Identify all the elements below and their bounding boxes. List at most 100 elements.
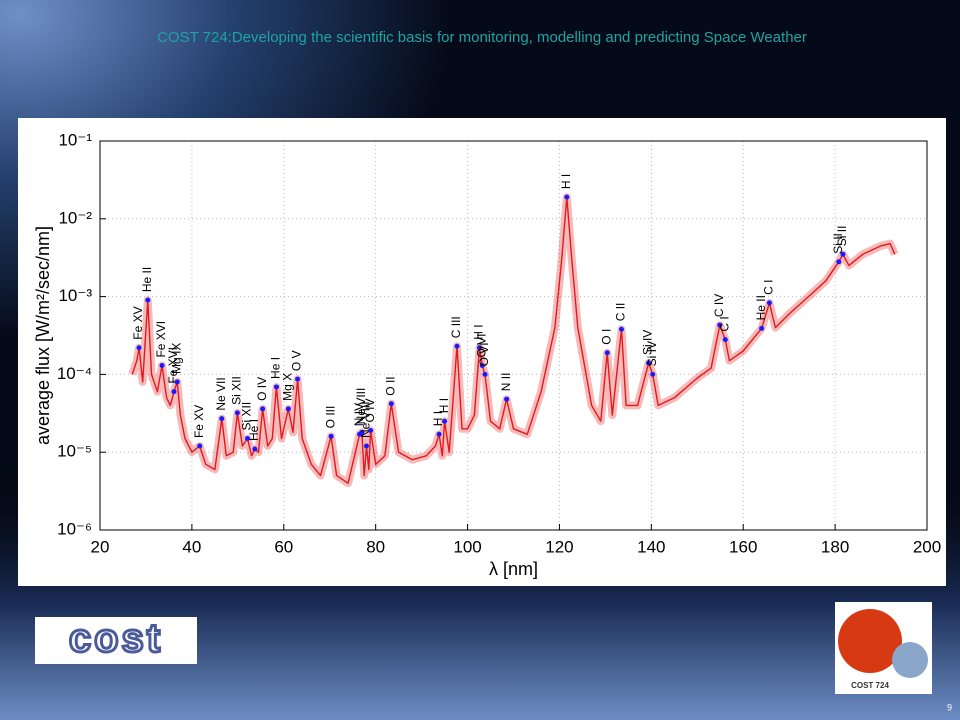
line-marker <box>244 436 250 442</box>
line-label: Si II <box>835 226 849 247</box>
x-tick-label: 80 <box>366 537 385 556</box>
line-label: Fe XVI <box>154 321 168 358</box>
line-marker <box>504 396 510 402</box>
line-marker <box>722 337 728 343</box>
line-marker <box>646 360 652 366</box>
line-marker <box>477 345 483 351</box>
line-marker <box>234 410 240 416</box>
line-marker <box>197 443 203 449</box>
line-label: Mg X <box>281 373 295 401</box>
cost-logo: cost <box>69 617 163 661</box>
x-tick-label: 20 <box>91 537 110 556</box>
badge-earth <box>892 642 928 678</box>
line-marker <box>604 350 610 356</box>
line-label: Si XII <box>240 402 254 431</box>
badge-sun <box>838 609 902 673</box>
x-tick-label: 60 <box>274 537 293 556</box>
slide-title: COST 724:Developing the scientific basis… <box>157 29 807 46</box>
line-label: H I <box>431 411 445 426</box>
plot-frame <box>99 140 928 531</box>
line-label: Fe XV <box>192 405 206 438</box>
line-marker <box>482 371 488 377</box>
y-tick-label: 10⁻⁶ <box>57 519 92 538</box>
line-label: C I <box>762 280 776 295</box>
line-label: He I <box>247 419 261 441</box>
x-axis-label: λ [nm] <box>489 559 538 579</box>
line-marker <box>328 433 334 439</box>
line-marker <box>650 371 656 377</box>
line-label: Ne VIII <box>354 388 368 425</box>
y-tick-label: 10⁻² <box>58 208 92 227</box>
chart-panel <box>18 118 946 586</box>
line-marker <box>442 418 448 424</box>
line-label: Fe XVI <box>166 347 180 384</box>
line-label: H I <box>559 174 573 189</box>
line-marker <box>174 379 180 385</box>
line-marker <box>295 376 301 382</box>
y-tick-label: 10⁻¹ <box>58 130 92 149</box>
line-marker <box>273 384 279 390</box>
line-marker <box>359 429 365 435</box>
line-marker <box>836 259 842 265</box>
x-tick-label: 100 <box>453 537 481 556</box>
line-marker <box>159 363 165 369</box>
badge-text: COST 724 <box>851 681 889 690</box>
line-marker <box>388 401 394 407</box>
line-marker <box>759 325 765 331</box>
line-label: H I <box>472 324 486 339</box>
line-label: C IV <box>712 294 726 317</box>
line-label: C I <box>717 316 731 331</box>
y-axis-label: average flux [W/m²/sec/nm] <box>33 226 53 445</box>
line-label: O III <box>323 406 337 429</box>
line-label: He II <box>754 295 768 320</box>
line-marker <box>260 406 266 412</box>
line-marker <box>219 416 225 422</box>
line-label: O V <box>290 350 304 371</box>
y-tick-label: 10⁻⁵ <box>57 442 92 461</box>
line-label: Si IV <box>641 330 655 355</box>
plot: 20 40 60 80 100 120 140 160 180 200 10⁻⁶ 10⁻⁵ 10⁻⁴ 10… <box>33 130 941 578</box>
line-marker <box>436 431 442 437</box>
line-marker <box>252 446 258 452</box>
line-label: O II <box>383 376 397 395</box>
line-label: N IV <box>352 403 366 426</box>
line-marker <box>454 343 460 349</box>
line-marker <box>479 363 485 369</box>
line-label: O IV <box>363 398 377 422</box>
line-label: Si XII <box>230 376 244 405</box>
line-label: N II <box>499 373 513 392</box>
line-label: Fe XV <box>131 306 145 339</box>
line-marker <box>145 297 151 303</box>
line-label: Ne VII <box>214 377 228 410</box>
cost-logo-box <box>35 617 197 664</box>
line-label: O IV <box>255 377 269 401</box>
line-label: C II <box>614 303 628 322</box>
line-marker <box>717 322 723 328</box>
x-tick-label: 180 <box>821 537 849 556</box>
line-marker <box>618 326 624 332</box>
y-tick-label: 10⁻⁴ <box>57 364 92 383</box>
line-marker <box>840 251 846 257</box>
line-marker <box>171 389 177 395</box>
line-label: Si IV <box>645 341 659 366</box>
line-label: O VI <box>477 342 491 366</box>
x-tick-label: 40 <box>182 537 201 556</box>
x-tick-label: 140 <box>637 537 665 556</box>
line-marker <box>285 406 291 412</box>
line-label: He II <box>140 267 154 292</box>
line-label: O VI <box>474 334 488 358</box>
line-marker <box>363 443 369 449</box>
line-label: H I <box>437 398 451 413</box>
page-number: 9 <box>947 702 952 712</box>
line-label: O I <box>599 329 613 345</box>
y-tick-label: 10⁻³ <box>58 286 92 305</box>
line-marker <box>136 345 142 351</box>
x-tick-label: 160 <box>729 537 757 556</box>
line-label: Mg IX <box>169 343 183 374</box>
line-marker <box>368 428 374 434</box>
line-label: He I <box>269 357 283 379</box>
x-tick-label: 200 <box>913 537 941 556</box>
line-marker <box>766 300 772 306</box>
